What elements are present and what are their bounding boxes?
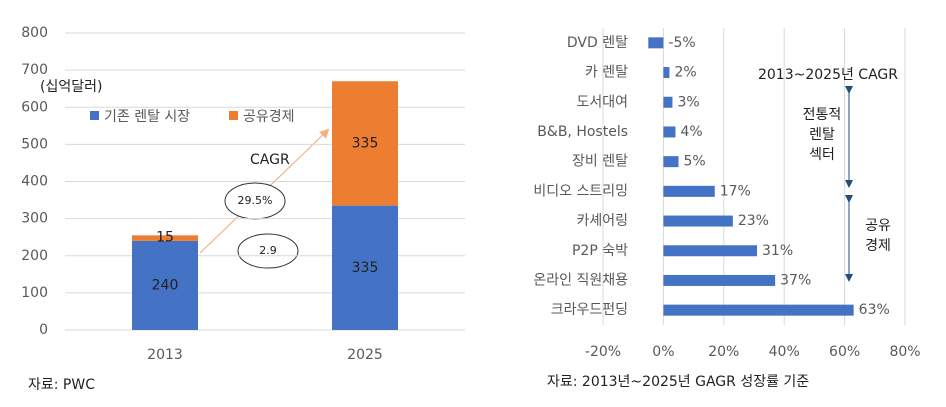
annotation: 경제 [865,238,891,254]
data-label: 240 [152,277,179,293]
bar-segment [332,205,398,330]
y-tick-label: 장비 렌탈 [572,154,628,170]
bar [663,274,776,286]
annotation: 2013~2025년 CAGR [758,67,898,83]
annotation: CAGR [250,152,290,168]
bar-segment [132,235,198,241]
bar [663,156,679,168]
y-tick-label: 100 [21,285,48,301]
y-tick-label: 600 [21,99,48,115]
x-tick-label: 2025 [347,347,383,363]
data-label: 37% [780,272,811,288]
y-tick-label: 0 [39,322,48,338]
bar [663,215,733,227]
annotation: 2.9 [259,244,277,257]
ellipse [237,233,299,269]
data-label: 335 [352,260,379,276]
x-tick-label: 60% [829,344,860,360]
data-label: 4% [680,124,702,140]
bar-segment [132,240,198,330]
legend-swatch [229,111,238,120]
x-tick-label: 20% [708,344,739,360]
y-tick-label: 도서대여 [576,94,628,110]
y-tick-label: 비디오 스트리밍 [533,183,628,199]
y-tick-label: 500 [21,136,48,152]
y-tick-label: P2P 숙박 [572,243,628,259]
y-tick-label: 온라인 직원채용 [533,272,628,288]
x-tick-label: -20% [585,344,621,360]
data-label: 335 [352,135,379,151]
data-label: -5% [668,35,695,51]
data-label: 17% [720,183,751,199]
y-tick-label: 300 [21,211,48,227]
data-label: 5% [684,154,706,170]
annotation: 전통적 [803,107,842,123]
legend-label: 기존 렌탈 시장 [104,109,190,125]
bar [663,304,854,316]
data-label: 3% [677,94,699,110]
annotation: 29.5% [238,194,273,207]
bar [663,185,715,197]
annotation: 섹터 [809,147,835,163]
annotation: 렌탈 [809,127,835,143]
y-tick-label: 카셰어링 [576,213,628,229]
x-tick-label: 0% [652,344,674,360]
y-tick-label: 크라우드펀딩 [551,302,628,318]
y-tick-label: DVD 렌탈 [567,35,628,51]
data-label: 31% [762,243,793,259]
y-tick-label: B&B, Hostels [537,124,628,140]
bar-segment [332,81,398,206]
source: 자료: PWC [28,377,95,393]
annotation: 공유 [865,218,891,234]
data-label: 15 [156,229,174,245]
bar [648,37,664,49]
bar [663,67,670,79]
y-tick-label: 700 [21,62,48,78]
source: 자료: 2013년~2025년 GAGR 성장률 기준 [547,374,809,390]
legend-swatch [90,111,99,120]
legend-label: 공유경제 [243,109,295,125]
data-label: 63% [859,302,890,318]
unit-label: (십억달러) [40,79,102,95]
data-label: 2% [674,65,696,81]
bar [663,126,676,138]
y-tick-label: 카 렌탈 [585,65,628,81]
data-label: 23% [738,213,769,229]
bar [663,245,758,257]
x-tick-label: 2013 [147,347,183,363]
bar [663,96,673,108]
y-tick-label: 200 [21,248,48,264]
y-tick-label: 400 [21,174,48,190]
x-tick-label: 80% [889,344,920,360]
x-tick-label: 40% [769,344,800,360]
y-tick-label: 800 [21,25,48,41]
